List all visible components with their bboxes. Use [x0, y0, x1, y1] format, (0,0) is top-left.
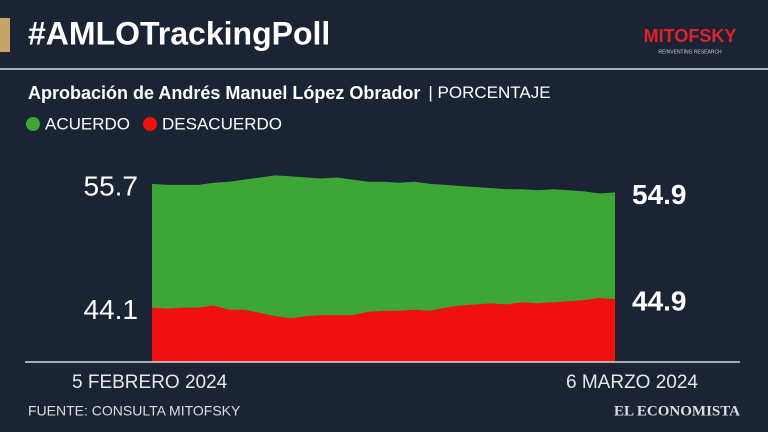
brand-tagline: REINVENTING RESEARCH: [658, 49, 722, 55]
x-tick-label: 6 MARZO 2024: [566, 372, 698, 393]
subtitle: Aprobación de Andrés Manuel López Obrado…: [28, 83, 420, 103]
x-tick-label: 5 FEBRERO 2024: [72, 372, 228, 393]
start-value-label: 55.7: [84, 170, 139, 201]
accent-bar: [0, 18, 10, 52]
end-value-label: 44.9: [632, 285, 687, 316]
legend-swatch: [143, 117, 158, 131]
legend-label: ACUERDO: [45, 114, 130, 133]
legend-swatch: [26, 117, 40, 131]
end-value-label: 54.9: [632, 179, 687, 210]
publisher: EL ECONOMISTA: [614, 403, 740, 419]
chart-title: #AMLOTrackingPoll: [28, 15, 330, 51]
brand-logo: MITOFSKY: [644, 26, 737, 46]
unit-label: | PORCENTAJE: [428, 83, 550, 102]
start-value-label: 44.1: [84, 294, 139, 325]
area: [152, 298, 615, 362]
subtitle-line: Aprobación de Andrés Manuel López Obrado…: [28, 83, 551, 103]
source: FUENTE: CONSULTA MITOFSKY: [28, 403, 241, 419]
legend-label: DESACUERDO: [162, 114, 282, 133]
